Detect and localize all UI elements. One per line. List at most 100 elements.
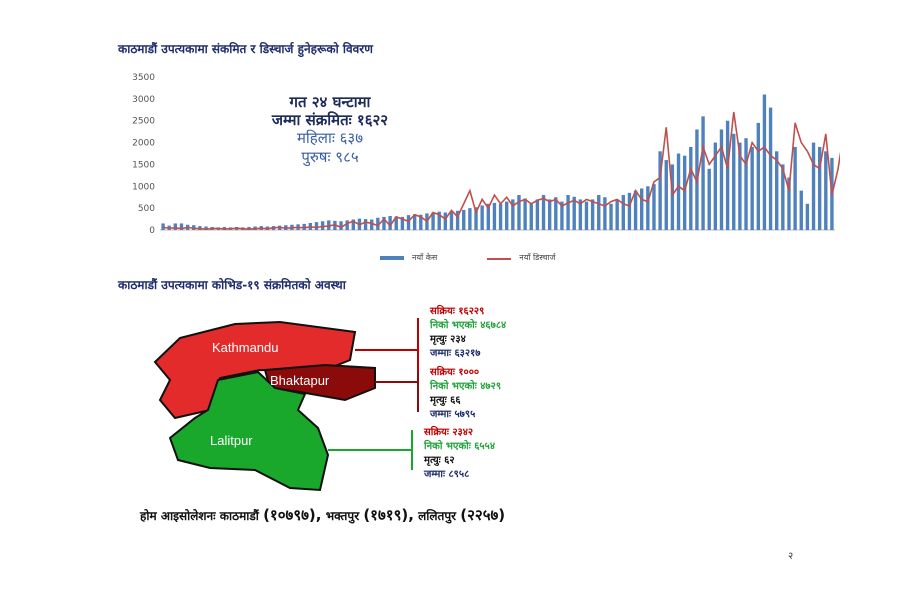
region-lalitpur	[168, 370, 330, 492]
legend-swatch-bars	[380, 256, 404, 260]
annotation-last-24h: गत २४ घन्टामा	[289, 93, 371, 111]
bar-new-cases	[707, 168, 711, 230]
bar-new-cases	[615, 200, 619, 230]
bar-new-cases	[719, 129, 724, 230]
kathmandu-active: सक्रियः १६२२९	[430, 306, 485, 317]
y-tick-label: 3000	[132, 95, 155, 105]
bar-new-cases	[676, 153, 681, 230]
bar-new-cases	[449, 211, 454, 230]
home-isolation-bhaktapur: भक्तपुर	[325, 509, 360, 523]
home-isolation-lalitpur: ललितपुर	[418, 509, 457, 523]
bar-new-cases	[376, 217, 380, 230]
bar-new-cases	[658, 151, 662, 230]
bar-new-cases	[584, 201, 589, 230]
bar-new-cases	[437, 211, 441, 230]
bhaktapur-recovered: निको भएकोः ४७२९	[430, 381, 502, 392]
bar-new-cases	[689, 146, 693, 230]
bar-new-cases	[554, 197, 558, 230]
bar-new-cases	[817, 146, 822, 230]
bar-new-cases	[455, 210, 460, 230]
bar-new-cases	[701, 116, 705, 230]
bar-new-cases	[560, 201, 564, 230]
legend-item-bars: नयाँ केस	[380, 252, 437, 263]
region-label-lalitpur: Lalitpur	[210, 433, 253, 448]
page-number: २	[788, 551, 794, 562]
bar-new-cases	[682, 155, 687, 230]
bar-new-cases	[713, 142, 718, 230]
y-tick-label: 2000	[132, 139, 155, 149]
stats-bhaktapur: सक्रियः १००० निको भएकोः ४७२९ मृत्युः ६६ …	[430, 366, 501, 422]
bar-new-cases	[412, 214, 417, 230]
y-tick-label: 2500	[132, 117, 155, 127]
kathmandu-recovered: निको भएकोः ४६७८४	[430, 320, 507, 331]
bar-new-cases	[633, 190, 638, 230]
bar-new-cases	[406, 215, 411, 230]
bar-new-cases	[498, 203, 503, 230]
bar-new-cases	[486, 203, 490, 230]
bar-new-cases	[597, 195, 601, 230]
y-tick-label: 1500	[132, 160, 155, 170]
bar-new-cases	[204, 226, 208, 230]
bar-new-cases	[750, 146, 754, 230]
bhaktapur-active: सक्रियः १०००	[430, 367, 480, 378]
kathmandu-deaths: मृत्युः २३४	[430, 334, 466, 345]
bhaktapur-total: जम्माः ५७९५	[430, 409, 476, 420]
chart-legend: नयाँ केस नयाँ डिस्चार्ज	[380, 252, 556, 263]
bar-new-cases	[529, 203, 533, 230]
annotation-total-infected: जम्मा संक्रमितः १६२२	[271, 111, 389, 129]
bar-new-cases	[652, 184, 656, 230]
y-tick-label: 1000	[132, 182, 155, 192]
y-tick-label: 0	[149, 226, 155, 236]
bar-new-cases	[388, 216, 392, 230]
region-kathmandu	[153, 320, 357, 420]
bar-new-cases	[320, 221, 325, 230]
bar-new-cases	[664, 160, 668, 230]
lalitpur-recovered: निको भएकोः ६५५४	[424, 441, 496, 452]
bar-new-cases	[824, 151, 828, 230]
bar-new-cases	[492, 202, 497, 230]
bar-new-cases	[670, 164, 675, 230]
region-label-bhaktapur: Bhaktapur	[270, 373, 330, 388]
annotation-male: पुरुषः ९८५	[301, 148, 359, 166]
home-isolation-kathmandu: काठमाडौं	[219, 509, 259, 523]
stats-kathmandu: सक्रियः १६२२९ निको भएकोः ४६७८४ मृत्युः २…	[430, 305, 506, 361]
bar-new-cases	[762, 94, 767, 230]
y-tick-label: 3500	[132, 73, 155, 83]
bar-new-cases	[627, 192, 632, 230]
line-new-discharges	[162, 111, 840, 230]
bar-new-cases	[161, 223, 165, 230]
lalitpur-deaths: मृत्युः ६२	[424, 455, 455, 466]
bar-new-cases	[781, 164, 785, 230]
bar-new-cases	[646, 186, 650, 230]
bar-new-cases	[443, 212, 448, 230]
home-isolation-lalitpur-count: (२२५७)	[460, 506, 506, 524]
bar-new-cases	[419, 214, 423, 230]
bar-new-cases	[179, 223, 184, 230]
bar-new-cases	[732, 133, 736, 230]
bar-new-cases	[345, 220, 349, 230]
bar-new-cases	[799, 190, 803, 230]
bar-new-cases	[370, 219, 374, 230]
bar-new-cases	[738, 142, 742, 230]
bar-new-cases	[363, 219, 368, 230]
bar-new-cases	[566, 195, 570, 230]
lalitpur-total: जम्माः ८९५८	[424, 469, 470, 480]
valley-map: Kathmandu Bhaktapur Lalitpur	[153, 318, 419, 492]
bar-new-cases	[768, 107, 773, 230]
y-tick-label: 500	[138, 204, 155, 214]
home-isolation-kathmandu-count: (१०७९७),	[263, 506, 322, 524]
bar-new-cases	[590, 199, 595, 230]
bar-new-cases	[640, 188, 644, 230]
bar-new-cases	[547, 199, 552, 230]
bar-new-cases	[400, 216, 405, 230]
bar-new-cases	[787, 177, 791, 230]
bar-new-cases	[480, 205, 484, 230]
cases-chart: 0 500 1000 1500 2000 2500 3000 3500	[132, 73, 840, 236]
bar-new-cases	[621, 195, 625, 230]
bar-new-cases	[394, 216, 398, 230]
bar-new-cases	[578, 199, 583, 230]
home-isolation-bhaktapur-count: (१७१९),	[363, 506, 414, 524]
chart-title: काठमाडौं उपत्यकामा संकमित र डिस्चार्ज हु…	[118, 42, 373, 56]
bar-new-cases	[805, 203, 810, 230]
bar-new-cases	[756, 122, 760, 230]
